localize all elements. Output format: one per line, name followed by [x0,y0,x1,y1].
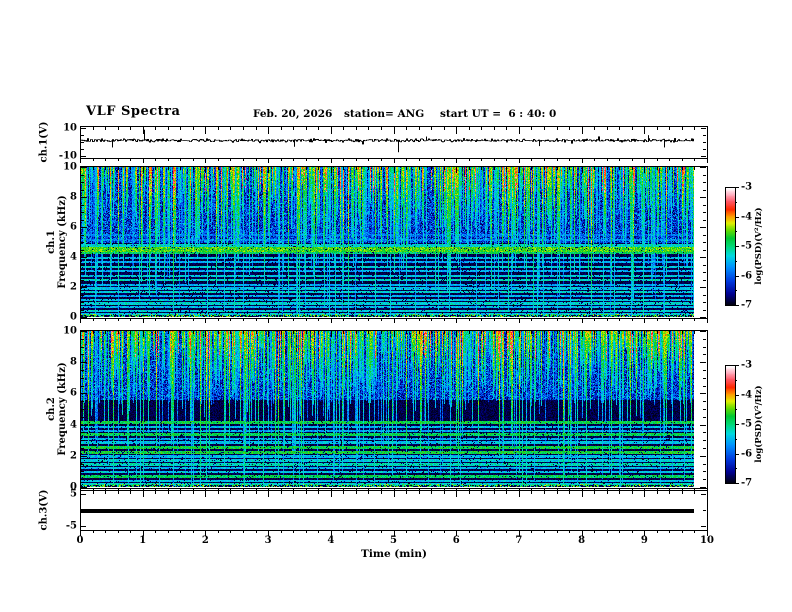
ch1-frequency-tick-label: 4 [70,251,77,263]
header-start-ut: start UT = 6 : 40: 0 [440,108,557,120]
header-station: station= ANG [344,108,425,120]
ch3-voltage-tick-label: 5 [70,488,77,500]
ch2-frequency-tick-label: 6 [70,387,77,399]
time-tick-label: 10 [700,535,714,546]
time-tick-label: 5 [390,535,397,546]
ch1-frequency-axis-label: ch.1 Frequency (kHz) [46,195,68,288]
ch1-frequency-axis-label-line2: Frequency (kHz) [57,195,68,289]
ch2-frequency-axis-label-line1: ch.2 [46,397,57,421]
time-tick-label: 9 [640,535,648,546]
ch1-voltage-tick-label: 10 [63,122,77,134]
colorbar-tick-label: -4 [741,389,753,400]
ch2-frequency-tick-label: 4 [70,419,77,431]
time-tick-label: 8 [578,535,586,546]
time-tick-label: 2 [201,535,209,546]
time-tick-label: 7 [515,535,523,546]
colorbar-ch1 [726,188,735,305]
ch3-voltage-tick-label: -5 [65,520,77,532]
colorbar-tick-label: -6 [741,448,753,459]
ch2-frequency-axis-label: ch.2 Frequency (kHz) [46,362,68,455]
ch1-frequency-tick-label: 0 [70,311,77,323]
ch2-spectrogram [81,331,694,487]
colorbar2-label: log(PSD)(V²/Hz) [754,385,764,463]
colorbar1-label: log(PSD)(V²/Hz) [754,207,764,285]
ch1-voltage-tick-label: -10 [58,150,77,162]
ch2-frequency-tick-label: 8 [70,356,77,368]
colorbar-tick-label: -4 [741,211,753,222]
ch2-frequency-tick-label: 0 [70,481,77,493]
ch2-frequency-axis-label-line2: Frequency (kHz) [57,362,68,456]
header-date: Feb. 20, 2026 [253,108,333,120]
ch2-frequency-tick-label: 10 [63,325,77,337]
colorbar-tick-label: -3 [741,359,753,371]
colorbar-tick-label: -7 [741,299,753,311]
time-tick-label: 3 [264,535,272,546]
ch3-voltage-axis-label: ch.3(V) [38,489,50,531]
colorbar-tick-label: -5 [741,418,753,430]
ch1-frequency-axis-label-line1: ch.1 [46,230,57,254]
ch1-frequency-tick-label: 10 [63,161,77,173]
time-tick-label: 6 [452,535,460,546]
ch1-voltage-axis-label: ch.1(V) [38,121,50,163]
ch1-frequency-tick-label: 2 [70,281,77,293]
ch1-frequency-tick-label: 6 [70,221,77,233]
ch1-frequency-tick-label: 8 [70,191,77,203]
colorbar-ch2 [726,366,735,483]
time-tick-label: 4 [327,535,335,546]
colorbar-tick-label: -6 [741,270,753,281]
figure-title: VLF Spectra [86,104,181,119]
ch2-frequency-tick-label: 2 [70,450,77,462]
time-axis-label: Time (min) [361,548,427,560]
colorbar-tick-label: -5 [741,240,753,252]
ch1-waveform-plot [81,127,694,157]
colorbar-tick-label: -7 [741,477,753,489]
ch1-spectrogram [81,167,694,317]
time-tick-label: 1 [139,535,147,546]
time-tick-label: 0 [76,535,84,546]
colorbar-tick-label: -3 [741,181,753,193]
ch3-waveform-plot [81,491,694,529]
